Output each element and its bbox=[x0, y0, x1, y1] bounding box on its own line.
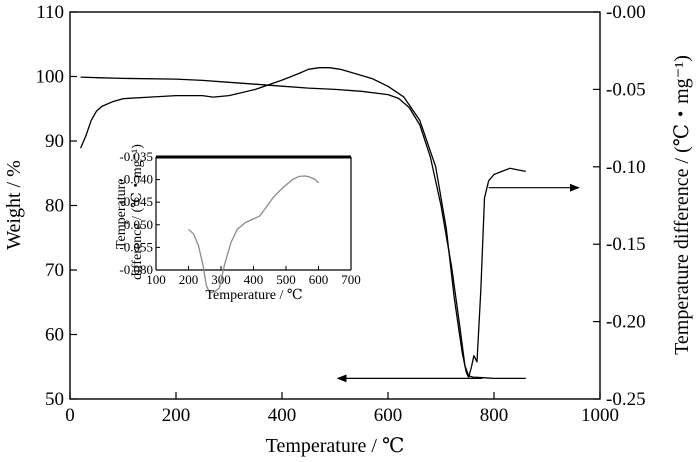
right-y-axis-title: Temperature difference / (℃・mg⁻¹) bbox=[671, 55, 693, 355]
inset-background bbox=[156, 157, 351, 270]
inset-y-tick-label: -0.055 bbox=[119, 239, 153, 254]
inset-y-tick-label: -0.045 bbox=[119, 194, 153, 209]
inset-x-tick-label: 700 bbox=[341, 272, 361, 287]
left-y-tick-label: 60 bbox=[45, 325, 64, 346]
x-axis-title: Temperature / ℃ bbox=[266, 435, 405, 457]
inset-y-tick-label: -0.080 bbox=[119, 262, 153, 277]
left-y-tick-label: 90 bbox=[45, 131, 64, 152]
inset-x-tick-label: 200 bbox=[179, 272, 199, 287]
inset-y-tick-label: -0.035 bbox=[119, 149, 153, 164]
inset-x-tick-label: 600 bbox=[309, 272, 329, 287]
left-y-tick-label: 80 bbox=[45, 196, 64, 217]
x-tick-label: 800 bbox=[480, 405, 509, 426]
x-tick-label: 1000 bbox=[581, 405, 619, 426]
inset-y-axis-title: Temperature difference / (℃・mg⁻¹) bbox=[114, 144, 145, 280]
right-y-tick-label: -0.25 bbox=[606, 389, 646, 410]
inset-y-tick-label: -0.050 bbox=[119, 217, 153, 232]
left-y-tick-label: 50 bbox=[45, 389, 64, 410]
right-y-tick-label: -0.15 bbox=[606, 234, 646, 255]
x-tick-label: 0 bbox=[65, 405, 75, 426]
right-y-tick-label: -0.05 bbox=[606, 79, 646, 100]
dta-curve bbox=[80, 67, 526, 378]
right-y-tick-label: -0.00 bbox=[606, 2, 646, 23]
inset-x-tick-label: 100 bbox=[146, 272, 166, 287]
inset-y-tick-label: -0.040 bbox=[119, 172, 153, 187]
left-y-axis-title: Weight / % bbox=[3, 160, 25, 249]
inset-x-tick-label: 400 bbox=[244, 272, 264, 287]
left-y-tick-label: 70 bbox=[45, 260, 64, 281]
x-tick-label: 400 bbox=[268, 405, 297, 426]
x-tick-label: 200 bbox=[162, 405, 191, 426]
left-y-tick-label: 100 bbox=[36, 67, 65, 88]
right-y-tick-label: -0.20 bbox=[606, 312, 646, 333]
inset-dta-curve bbox=[188, 175, 319, 294]
left-y-tick-label: 110 bbox=[36, 2, 64, 23]
x-tick-label: 600 bbox=[374, 405, 403, 426]
inset-x-axis-title: Temperature / ℃ bbox=[205, 288, 302, 303]
inset-x-tick-label: 500 bbox=[276, 272, 296, 287]
right-y-tick-label: -0.10 bbox=[606, 157, 646, 178]
